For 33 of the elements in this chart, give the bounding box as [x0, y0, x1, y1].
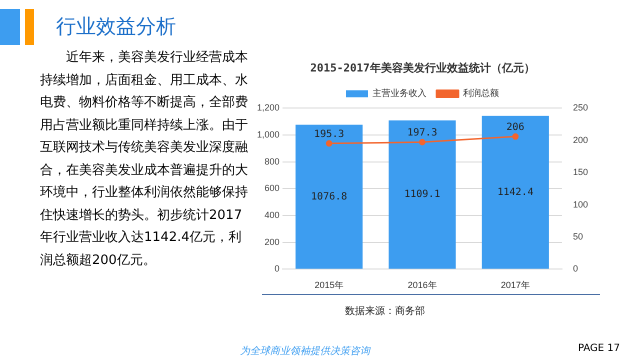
data-label: 1076.8 [311, 191, 348, 202]
chart-title: 2015-2017年美容美发行业效益统计（亿元） [310, 61, 535, 74]
y2-tick-label: 100 [572, 199, 588, 210]
data-label: 197.3 [407, 128, 438, 139]
y-tick-label: 600 [264, 183, 280, 194]
text: 行业效益分析 [56, 13, 176, 40]
point [512, 133, 519, 140]
data-label: 1109.1 [404, 189, 440, 200]
y-tick-label: 1,200 [256, 102, 280, 113]
y-tick-label: 0 [274, 264, 280, 274]
y2-tick-label: 150 [572, 167, 588, 178]
y-tick-label: 800 [264, 156, 280, 166]
x-tick-label: 2015年 [314, 280, 344, 290]
text: 近年来，美容美发行业经营成本持续增加，店面租金、用工成本、水电费、物料价格等不断提高，全部费用占营业额比重同样持续上涨。由于互联网技术与传统美容美发业深度融合，在美容美发业成本普遍提升的大环境中，行业整体利润依然能够保持住快速增长的势头。初步统计2017年行业营业收入达1142.4亿元，利润总额超200亿元。 [40, 50, 248, 268]
point [419, 138, 426, 146]
legend-label: 主营业务收入 [372, 88, 426, 98]
y-tick-label: 200 [264, 236, 280, 247]
y-tick-label: 400 [264, 210, 280, 220]
x-tick-label: 2016年 [408, 280, 437, 290]
data-label: 195.3 [314, 129, 344, 140]
y2-tick-label: 50 [572, 231, 583, 242]
text: PAGE 17 [578, 343, 620, 354]
y2-tick-label: 250 [572, 102, 588, 113]
data-label: 206 [506, 122, 524, 134]
x-tick-label: 2017年 [500, 280, 530, 290]
source-note: 数据来源：商务部 [345, 304, 425, 318]
y2-tick-label: 200 [572, 134, 588, 145]
text: 为全球商业领袖提供决策咨询 [240, 344, 370, 358]
y2-tick-label: 0 [572, 264, 578, 274]
point [326, 140, 332, 147]
data-label: 1142.4 [497, 186, 534, 198]
y-tick-label: 1,000 [256, 130, 280, 140]
legend-label: 利润总额 [463, 88, 499, 98]
